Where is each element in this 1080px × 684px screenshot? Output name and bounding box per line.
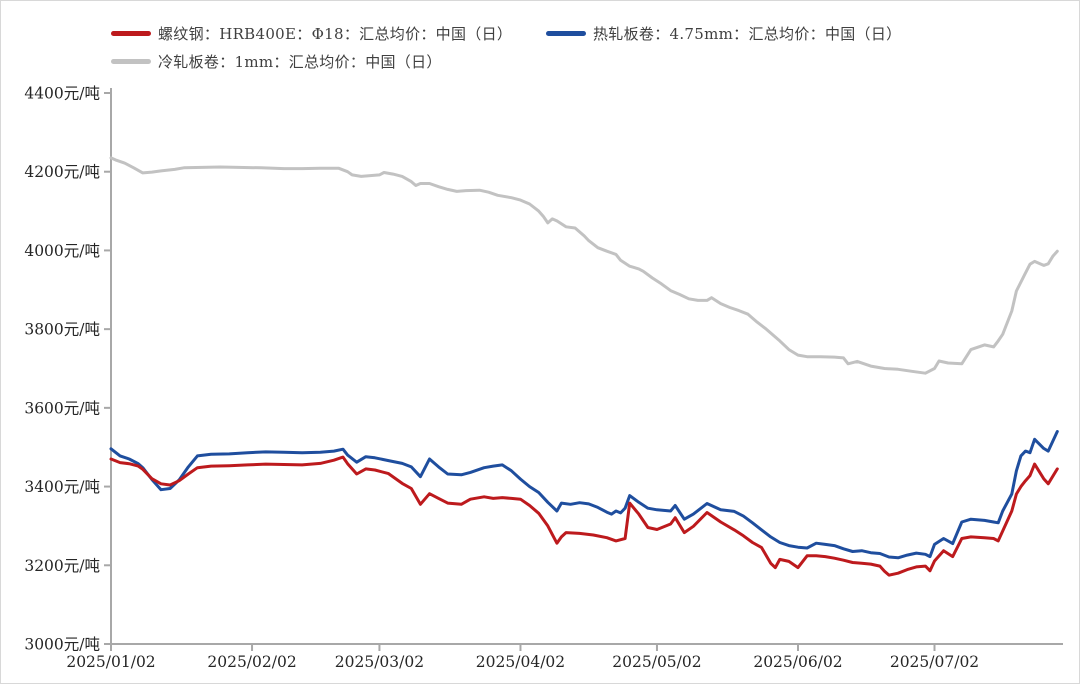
legend-item-cold-rolled-coil: 冷轧板卷：1mm：汇总均价：中国（日）	[111, 51, 442, 72]
y-axis-tick-label: 3000元/吨	[24, 636, 100, 654]
hot-rolled-coil-series-swatch	[546, 31, 586, 36]
series-line-cold-rolled-coil	[109, 156, 1059, 375]
x-axis-tick-label: 2025/06/02	[753, 653, 842, 671]
x-axis-tick-label: 2025/01/02	[66, 653, 155, 671]
x-axis-tick-label: 2025/05/02	[612, 653, 701, 671]
legend: 螺纹钢：HRB400E：Φ18：汇总均价：中国（日） 热轧板卷：4.75mm：汇…	[1, 1, 1079, 81]
hot-rolled-coil-series-label: 热轧板卷：4.75mm：汇总均价：中国（日）	[593, 25, 902, 43]
x-axis-tick-label: 2025/07/02	[890, 653, 979, 671]
y-axis-tick-label: 4400元/吨	[24, 85, 100, 103]
y-axis-tick-label: 3400元/吨	[24, 478, 100, 496]
y-axis-tick-label: 3600元/吨	[24, 399, 100, 417]
cold-rolled-coil-series-label: 冷轧板卷：1mm：汇总均价：中国（日）	[158, 53, 442, 71]
rebar-series-label: 螺纹钢：HRB400E：Φ18：汇总均价：中国（日）	[158, 25, 513, 43]
cold-rolled-coil-series-swatch	[111, 59, 151, 64]
y-axis-tick-label: 3800元/吨	[24, 321, 100, 339]
y-axis-tick-label: 4000元/吨	[24, 242, 100, 260]
legend-item-hot-rolled-coil: 热轧板卷：4.75mm：汇总均价：中国（日）	[546, 23, 901, 44]
x-axis-tick-label: 2025/02/02	[207, 653, 296, 671]
series-line-hot-rolled-coil	[109, 430, 1059, 560]
series-line-rebar	[109, 455, 1059, 577]
legend-item-rebar: 螺纹钢：HRB400E：Φ18：汇总均价：中国（日）	[111, 23, 512, 44]
axes: 3000元/吨 3200元/吨 3400元/吨 3600元/吨 3800元/吨 4000元…	[24, 85, 1063, 671]
y-axis-tick-label: 3200元/吨	[24, 557, 100, 575]
x-axis-tick-label: 2025/03/02	[335, 653, 424, 671]
x-axis-tick-label: 2025/04/02	[476, 653, 565, 671]
series-lines	[109, 156, 1059, 577]
rebar-series-swatch	[111, 31, 151, 36]
y-axis-tick-label: 4200元/吨	[24, 163, 100, 181]
